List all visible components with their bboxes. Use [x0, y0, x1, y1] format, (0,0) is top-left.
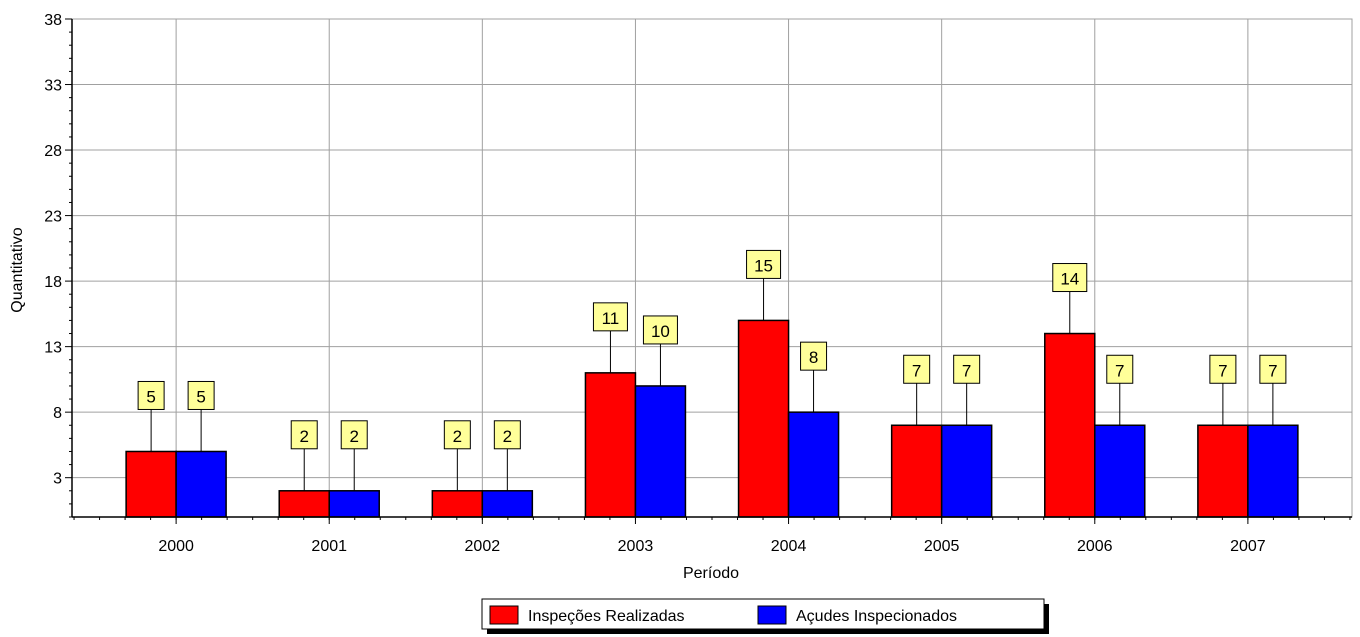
- bar-acudes-2001: [328, 490, 380, 518]
- x-tick-label: 2007: [1230, 538, 1266, 555]
- bar-acudes-2002: [481, 490, 534, 518]
- data-label: 11: [602, 309, 620, 328]
- bar-acudes-2006: [1094, 424, 1146, 518]
- bar-inspecoes-2006: [1044, 332, 1096, 518]
- data-label-box: [953, 354, 981, 384]
- y-axis-title: Quantitativo: [9, 227, 26, 312]
- data-label-box: [1209, 354, 1237, 384]
- x-tick-label: 2000: [158, 538, 194, 555]
- y-tick-label: 28: [44, 143, 62, 160]
- data-label: 8: [809, 348, 818, 367]
- bar-acudes-2005: [940, 424, 993, 518]
- data-label-box: [187, 380, 215, 410]
- data-label-box: [1106, 354, 1134, 384]
- data-label-box: [903, 354, 931, 384]
- bar-inspecoes-2003: [584, 372, 637, 518]
- grid: [71, 18, 1353, 518]
- data-label: 15: [754, 256, 773, 275]
- x-axis-title: Período: [683, 565, 739, 582]
- bar-acudes-2007: [1247, 424, 1299, 518]
- data-label: 2: [349, 427, 358, 446]
- data-label-box: [746, 249, 782, 279]
- plot-frame: [71, 18, 1353, 518]
- bar-inspecoes-2005: [890, 424, 943, 518]
- x-tick-label: 2001: [311, 538, 347, 555]
- data-label: 2: [299, 427, 308, 446]
- y-tick-label: 3: [53, 471, 62, 488]
- data-label-box: [290, 420, 318, 450]
- x-tick-label: 2002: [465, 538, 501, 555]
- data-label: 7: [912, 361, 921, 380]
- data-label: 7: [962, 361, 971, 380]
- legend: Inspeções Realizadas Açudes Inspecionados: [481, 598, 1049, 634]
- data-label-box: [642, 315, 678, 345]
- legend-label: Açudes Inspecionados: [796, 608, 957, 625]
- legend-swatch: [757, 605, 787, 625]
- bar-inspecoes-2000: [125, 450, 177, 518]
- data-label-box: [493, 420, 521, 450]
- x-tick-label: 2005: [924, 538, 960, 555]
- y-tick-label: 8: [53, 405, 62, 422]
- bar-inspecoes-2001: [278, 490, 330, 518]
- y-tick-label: 38: [44, 12, 62, 29]
- data-label: 2: [453, 427, 462, 446]
- y-tick-label: 13: [44, 340, 62, 357]
- data-label-box: [340, 420, 368, 450]
- bar-inspecoes-2007: [1197, 424, 1249, 518]
- data-label: 5: [146, 387, 155, 406]
- data-label-box: [800, 341, 828, 371]
- legend-label: Inspeções Realizadas: [528, 608, 685, 625]
- legend-swatch: [489, 605, 519, 625]
- x-tick-label: 2006: [1077, 538, 1113, 555]
- data-label-box: [443, 420, 471, 450]
- bars: [125, 319, 1299, 518]
- data-label: 2: [503, 427, 512, 446]
- data-label: 7: [1115, 361, 1124, 380]
- x-tick-label: 2003: [618, 538, 654, 555]
- data-labels: 5 2 2 11 15 7 14 7 5 2 2 10 8 7 7 7: [137, 249, 1287, 491]
- bar-inspecoes-2004: [737, 319, 790, 518]
- data-label-box: [1052, 263, 1088, 293]
- data-label: 10: [651, 322, 670, 341]
- bar-inspecoes-2002: [431, 490, 484, 518]
- y-tick-label: 18: [44, 274, 62, 291]
- y-tick-label: 33: [44, 78, 62, 95]
- bar-acudes-2000: [175, 450, 227, 518]
- bar-acudes-2004: [787, 411, 840, 518]
- data-label-box: [137, 380, 165, 410]
- y-tick-label: 23: [44, 209, 62, 226]
- bar-acudes-2003: [634, 385, 687, 518]
- data-label-box: [1259, 354, 1287, 384]
- data-label: 7: [1218, 361, 1227, 380]
- data-label: 14: [1060, 270, 1079, 289]
- x-tick-label: 2004: [771, 538, 807, 555]
- data-label-box: [592, 302, 628, 332]
- data-label: 5: [196, 387, 205, 406]
- data-label: 7: [1268, 361, 1277, 380]
